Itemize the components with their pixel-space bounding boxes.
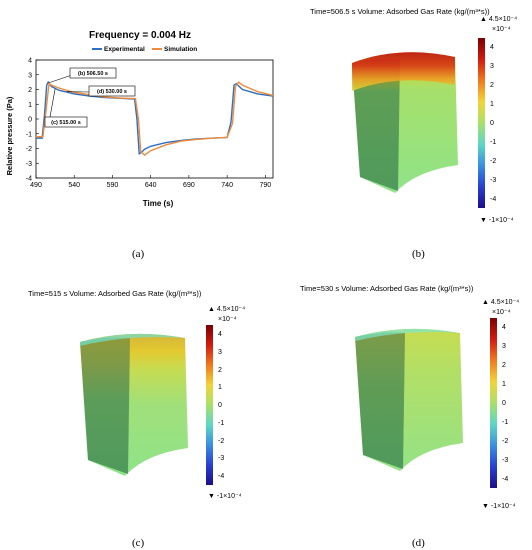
colorbar-tick-label: 3	[218, 348, 222, 356]
panel-b-volume	[352, 52, 458, 194]
annotation-label: (d) 530.00 s	[97, 89, 127, 95]
panel-c: Time=515 s Volume: Adsorbed Gas Rate (kg…	[20, 285, 270, 530]
annotation-box	[44, 116, 88, 128]
colorbar-tick-label: 0	[490, 120, 494, 127]
colorbar-tick-label: 3	[490, 63, 494, 70]
colorbar-tick-label: 0	[502, 400, 506, 407]
colorbar-tick-label: -1	[490, 139, 497, 146]
x-tick-label: 490	[30, 182, 42, 189]
colorbar-tick-label: 4	[218, 331, 222, 338]
colorbar-tick-label: -4	[218, 473, 225, 480]
colorbar-tick-label: 1	[502, 381, 506, 388]
panel-c-title: Time=515 s Volume: Adsorbed Gas Rate (kg…	[28, 289, 202, 298]
colorbar-tick-label: -4	[502, 476, 509, 483]
colorbar-tick-label: -1	[218, 419, 225, 427]
annotation-label: (b) 506.50 s	[78, 71, 108, 77]
panel-c-volume	[80, 333, 188, 476]
panel-b-colorbar	[478, 38, 485, 208]
panel-d-title: Time=530 s Volume: Adsorbed Gas Rate (kg…	[300, 284, 474, 293]
panel-c-exp-label: ×10⁻⁴	[218, 316, 237, 323]
panel-d-min-label: ▼ -1×10⁻⁴	[482, 503, 516, 510]
caption-a: (a)	[132, 248, 145, 260]
colorbar-tick-label: 4	[490, 44, 494, 51]
panel-d-max-label: ▲ 4.5×10⁻⁴	[482, 299, 520, 306]
y-axis-label: Relative pressure (Pa)	[5, 96, 14, 175]
colorbar-tick-label: 0	[218, 402, 222, 409]
caption-d: (d)	[412, 537, 425, 549]
panel-c-max-label: ▲ 4.5×10⁻⁴	[208, 306, 246, 313]
colorbar-tick-label: 2	[490, 82, 494, 89]
x-tick-label: 740	[221, 182, 233, 189]
y-tick-label: -4	[26, 176, 32, 183]
pressure-chart: Frequency = 0.004 Hz Experimental Simulat…	[5, 30, 274, 208]
colorbar-tick-label: -3	[490, 177, 497, 184]
panel-b-exp-label: ×10⁻⁴	[492, 26, 511, 33]
legend: Experimental Simulation	[92, 46, 197, 53]
panel-b-max-label: ▲ 4.5×10⁻⁴	[480, 16, 518, 23]
colorbar-tick-label: 4	[502, 324, 506, 331]
x-tick-label: 690	[183, 182, 195, 189]
caption-b: (b)	[412, 248, 425, 260]
y-tick-label: 2	[28, 87, 32, 94]
colorbar-tick-label: -2	[490, 158, 497, 165]
annotation-box	[88, 85, 136, 97]
colorbar-tick-label: 2	[218, 366, 222, 374]
colorbar-tick-label: -3	[218, 455, 225, 463]
colorbar-tick-label: -2	[218, 437, 225, 445]
panel-c-min-label: ▼ -1×10⁻⁴	[208, 493, 242, 500]
colorbar-tick-label: -4	[490, 196, 497, 203]
colorbar-tick-label: -1	[502, 419, 509, 426]
caption-c: (c)	[132, 537, 145, 549]
panel-b: Time=506.5 s Volume: Adsorbed Gas Rate (…	[300, 0, 532, 265]
colorbar-tick-label: 2	[502, 362, 506, 369]
x-tick-label: 590	[107, 182, 119, 189]
panel-d-colorbar	[490, 318, 497, 488]
y-tick-label: -3	[26, 161, 32, 168]
panel-d-exp-label: ×10⁻⁴	[492, 309, 511, 316]
y-tick-label: -1	[26, 131, 32, 138]
y-tick-label: 0	[28, 117, 32, 124]
colorbar-tick-label: 1	[218, 384, 222, 392]
annotation-label: (c) 515.00 s	[51, 120, 81, 126]
panel-b-title: Time=506.5 s Volume: Adsorbed Gas Rate (…	[310, 7, 490, 16]
colorbar-tick-label: 1	[490, 101, 494, 108]
panel-c-colorbar	[206, 325, 213, 485]
panel-d-volume	[355, 328, 463, 471]
x-tick-label: 790	[260, 182, 272, 189]
colorbar-tick-label: 3	[502, 343, 506, 350]
y-tick-label: 1	[28, 102, 32, 109]
colorbar-tick-label: -3	[502, 457, 509, 464]
colorbar-tick-label: -2	[502, 438, 509, 445]
annotation-leader	[49, 88, 56, 118]
y-tick-label: 3	[28, 72, 32, 79]
chart-title: Frequency = 0.004 Hz	[89, 30, 191, 41]
x-axis-label: Time (s)	[143, 199, 174, 208]
legend-label: Experimental	[104, 46, 145, 53]
x-tick-label: 640	[145, 182, 157, 189]
annotation-box	[69, 67, 117, 79]
legend-label: Simulation	[164, 46, 197, 53]
panel-d: Time=530 s Volume: Adsorbed Gas Rate (kg…	[300, 280, 532, 530]
series-line-simulation	[36, 81, 274, 157]
y-tick-label: 4	[28, 58, 32, 65]
y-tick-label: -2	[26, 146, 32, 153]
x-tick-label: 540	[68, 182, 80, 189]
panel-b-min-label: ▼ -1×10⁻⁴	[480, 217, 514, 224]
